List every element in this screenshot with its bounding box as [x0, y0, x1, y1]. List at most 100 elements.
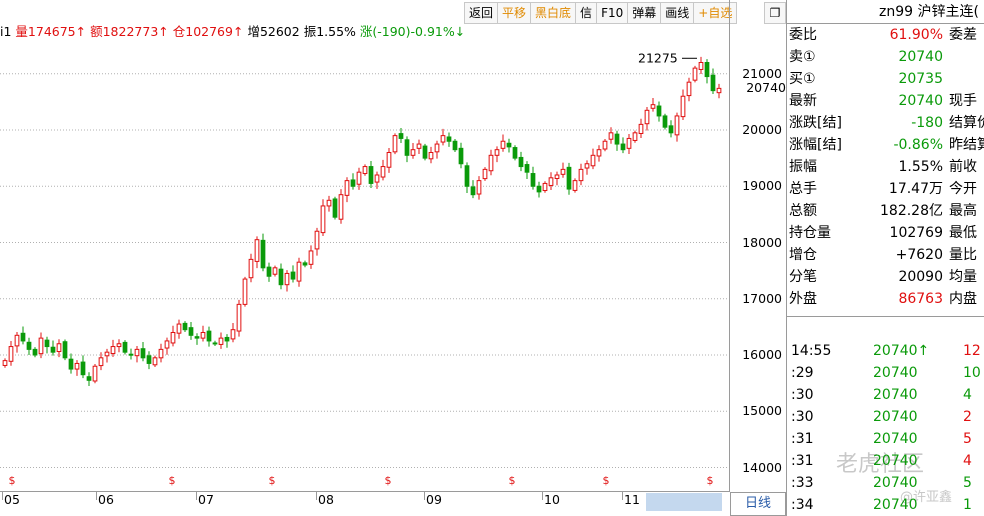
candle — [608, 127, 614, 144]
candle-body — [614, 133, 620, 145]
candle — [368, 160, 374, 188]
chart-scrollbar[interactable] — [646, 493, 722, 511]
candle — [110, 339, 116, 357]
tick-volume: 1 — [963, 497, 972, 513]
quote-value: 86763 — [898, 291, 943, 307]
candle — [602, 139, 608, 152]
candle — [650, 97, 656, 112]
quote-row: 涨幅[结] -0.86% 昨结算 — [787, 134, 984, 156]
black-white-button[interactable]: 黑白底 — [530, 2, 577, 24]
candle-body — [680, 95, 686, 118]
candle-body — [446, 136, 452, 142]
quote-panel: zn99 沪锌主连( 委比 61.90% 委差 卖① 20740 买① 20735 最新 207… — [786, 0, 984, 516]
event-marker-icon[interactable]: $ — [269, 474, 276, 487]
candle — [2, 358, 8, 368]
x-tick-label: 10 — [544, 492, 560, 507]
candle — [230, 322, 236, 343]
candle-body — [128, 353, 134, 356]
candle — [158, 343, 164, 363]
x-tick-mark — [622, 492, 623, 500]
candle — [428, 146, 434, 164]
tick-volume: 12 — [963, 343, 981, 359]
quote-row: 委比 61.90% 委差 — [787, 24, 984, 46]
info-button[interactable]: 信 — [575, 2, 598, 24]
quote-right-label: 量比 — [949, 247, 977, 263]
candle — [620, 137, 626, 154]
candle — [224, 334, 230, 348]
candle-body — [272, 267, 278, 275]
tick-time: :33 — [791, 475, 814, 491]
candle-body — [8, 346, 14, 362]
candle — [332, 196, 338, 220]
tick-price: 20740 — [873, 453, 918, 469]
candle-body — [110, 346, 116, 355]
quote-label: 振幅 — [789, 159, 817, 175]
candle — [356, 167, 362, 190]
candle-body — [254, 239, 260, 262]
candle-body — [50, 346, 56, 353]
quote-right-label: 结算价 — [949, 115, 984, 131]
event-marker-icon[interactable]: $ — [385, 474, 392, 487]
candle-body — [656, 105, 662, 117]
candle — [506, 138, 512, 153]
candle-body — [2, 360, 8, 366]
candle — [380, 159, 386, 181]
tick-price: 20740 — [873, 497, 918, 513]
candle-body — [344, 180, 350, 196]
candle-body — [590, 154, 596, 167]
candle-body — [140, 348, 146, 359]
candle-body — [458, 147, 464, 165]
event-marker-icon[interactable]: $ — [509, 474, 516, 487]
candle — [446, 132, 452, 147]
quote-value: 20090 — [898, 269, 943, 285]
candle-body — [296, 261, 302, 282]
candle — [590, 148, 596, 170]
candle — [290, 265, 296, 283]
x-tick-label: 09 — [426, 492, 442, 507]
candle-body — [488, 154, 494, 172]
event-marker-icon[interactable]: $ — [707, 474, 714, 487]
quote-row: 买① 20735 — [787, 68, 984, 90]
candle-body — [638, 123, 644, 134]
tick-price: 20740 — [873, 409, 918, 425]
candle — [626, 133, 632, 154]
add-watchlist-button[interactable]: +自选 — [693, 2, 738, 24]
quote-label: 增仓 — [789, 247, 817, 263]
candle-body — [356, 171, 362, 185]
tick-row: :31 20740 5 — [787, 428, 984, 450]
tick-row: 14:55 20740↑ 12 — [787, 340, 984, 362]
candle — [188, 322, 194, 340]
candle — [704, 59, 710, 84]
candle — [434, 140, 440, 159]
candlestick-chart[interactable]: 21275 $ $ $ $ $ $ $ — [0, 40, 730, 490]
tick-price: 20740↑ — [873, 343, 930, 359]
event-marker-icon[interactable]: $ — [169, 474, 176, 487]
quote-right-label: 今开 — [949, 181, 977, 197]
y-tick-label: 17000 — [742, 290, 782, 306]
candle — [236, 299, 242, 337]
tab-daily[interactable]: 日线 — [730, 492, 786, 516]
candle-body — [242, 278, 248, 305]
quote-row: 外盘 86763 内盘 — [787, 288, 984, 310]
candle-body — [32, 348, 38, 356]
event-marker-icon[interactable]: $ — [603, 474, 610, 487]
candle — [320, 199, 326, 236]
event-marker-icon[interactable]: $ — [9, 474, 16, 487]
y-tick-label: 16000 — [742, 347, 782, 362]
danmaku-button[interactable]: 弹幕 — [627, 2, 662, 24]
draw-line-button[interactable]: 画线 — [660, 2, 695, 24]
status-line: i1 量174675↑ 额1822773↑ 仓102769↑ 增52602 振1… — [0, 22, 465, 42]
pan-button[interactable]: 平移 — [497, 2, 532, 24]
candle-body — [26, 341, 32, 350]
restore-window-icon[interactable]: ❐ — [764, 2, 786, 24]
f10-button[interactable]: F10 — [596, 2, 629, 24]
candle-body — [230, 329, 236, 340]
candle-body — [224, 336, 230, 342]
candle — [500, 134, 506, 152]
back-button[interactable]: 返回 — [464, 2, 499, 24]
quote-row: 分笔 20090 均量 — [787, 266, 984, 288]
candle — [32, 347, 38, 358]
candle — [152, 355, 158, 368]
tick-time: :34 — [791, 497, 814, 513]
candle — [200, 325, 206, 342]
